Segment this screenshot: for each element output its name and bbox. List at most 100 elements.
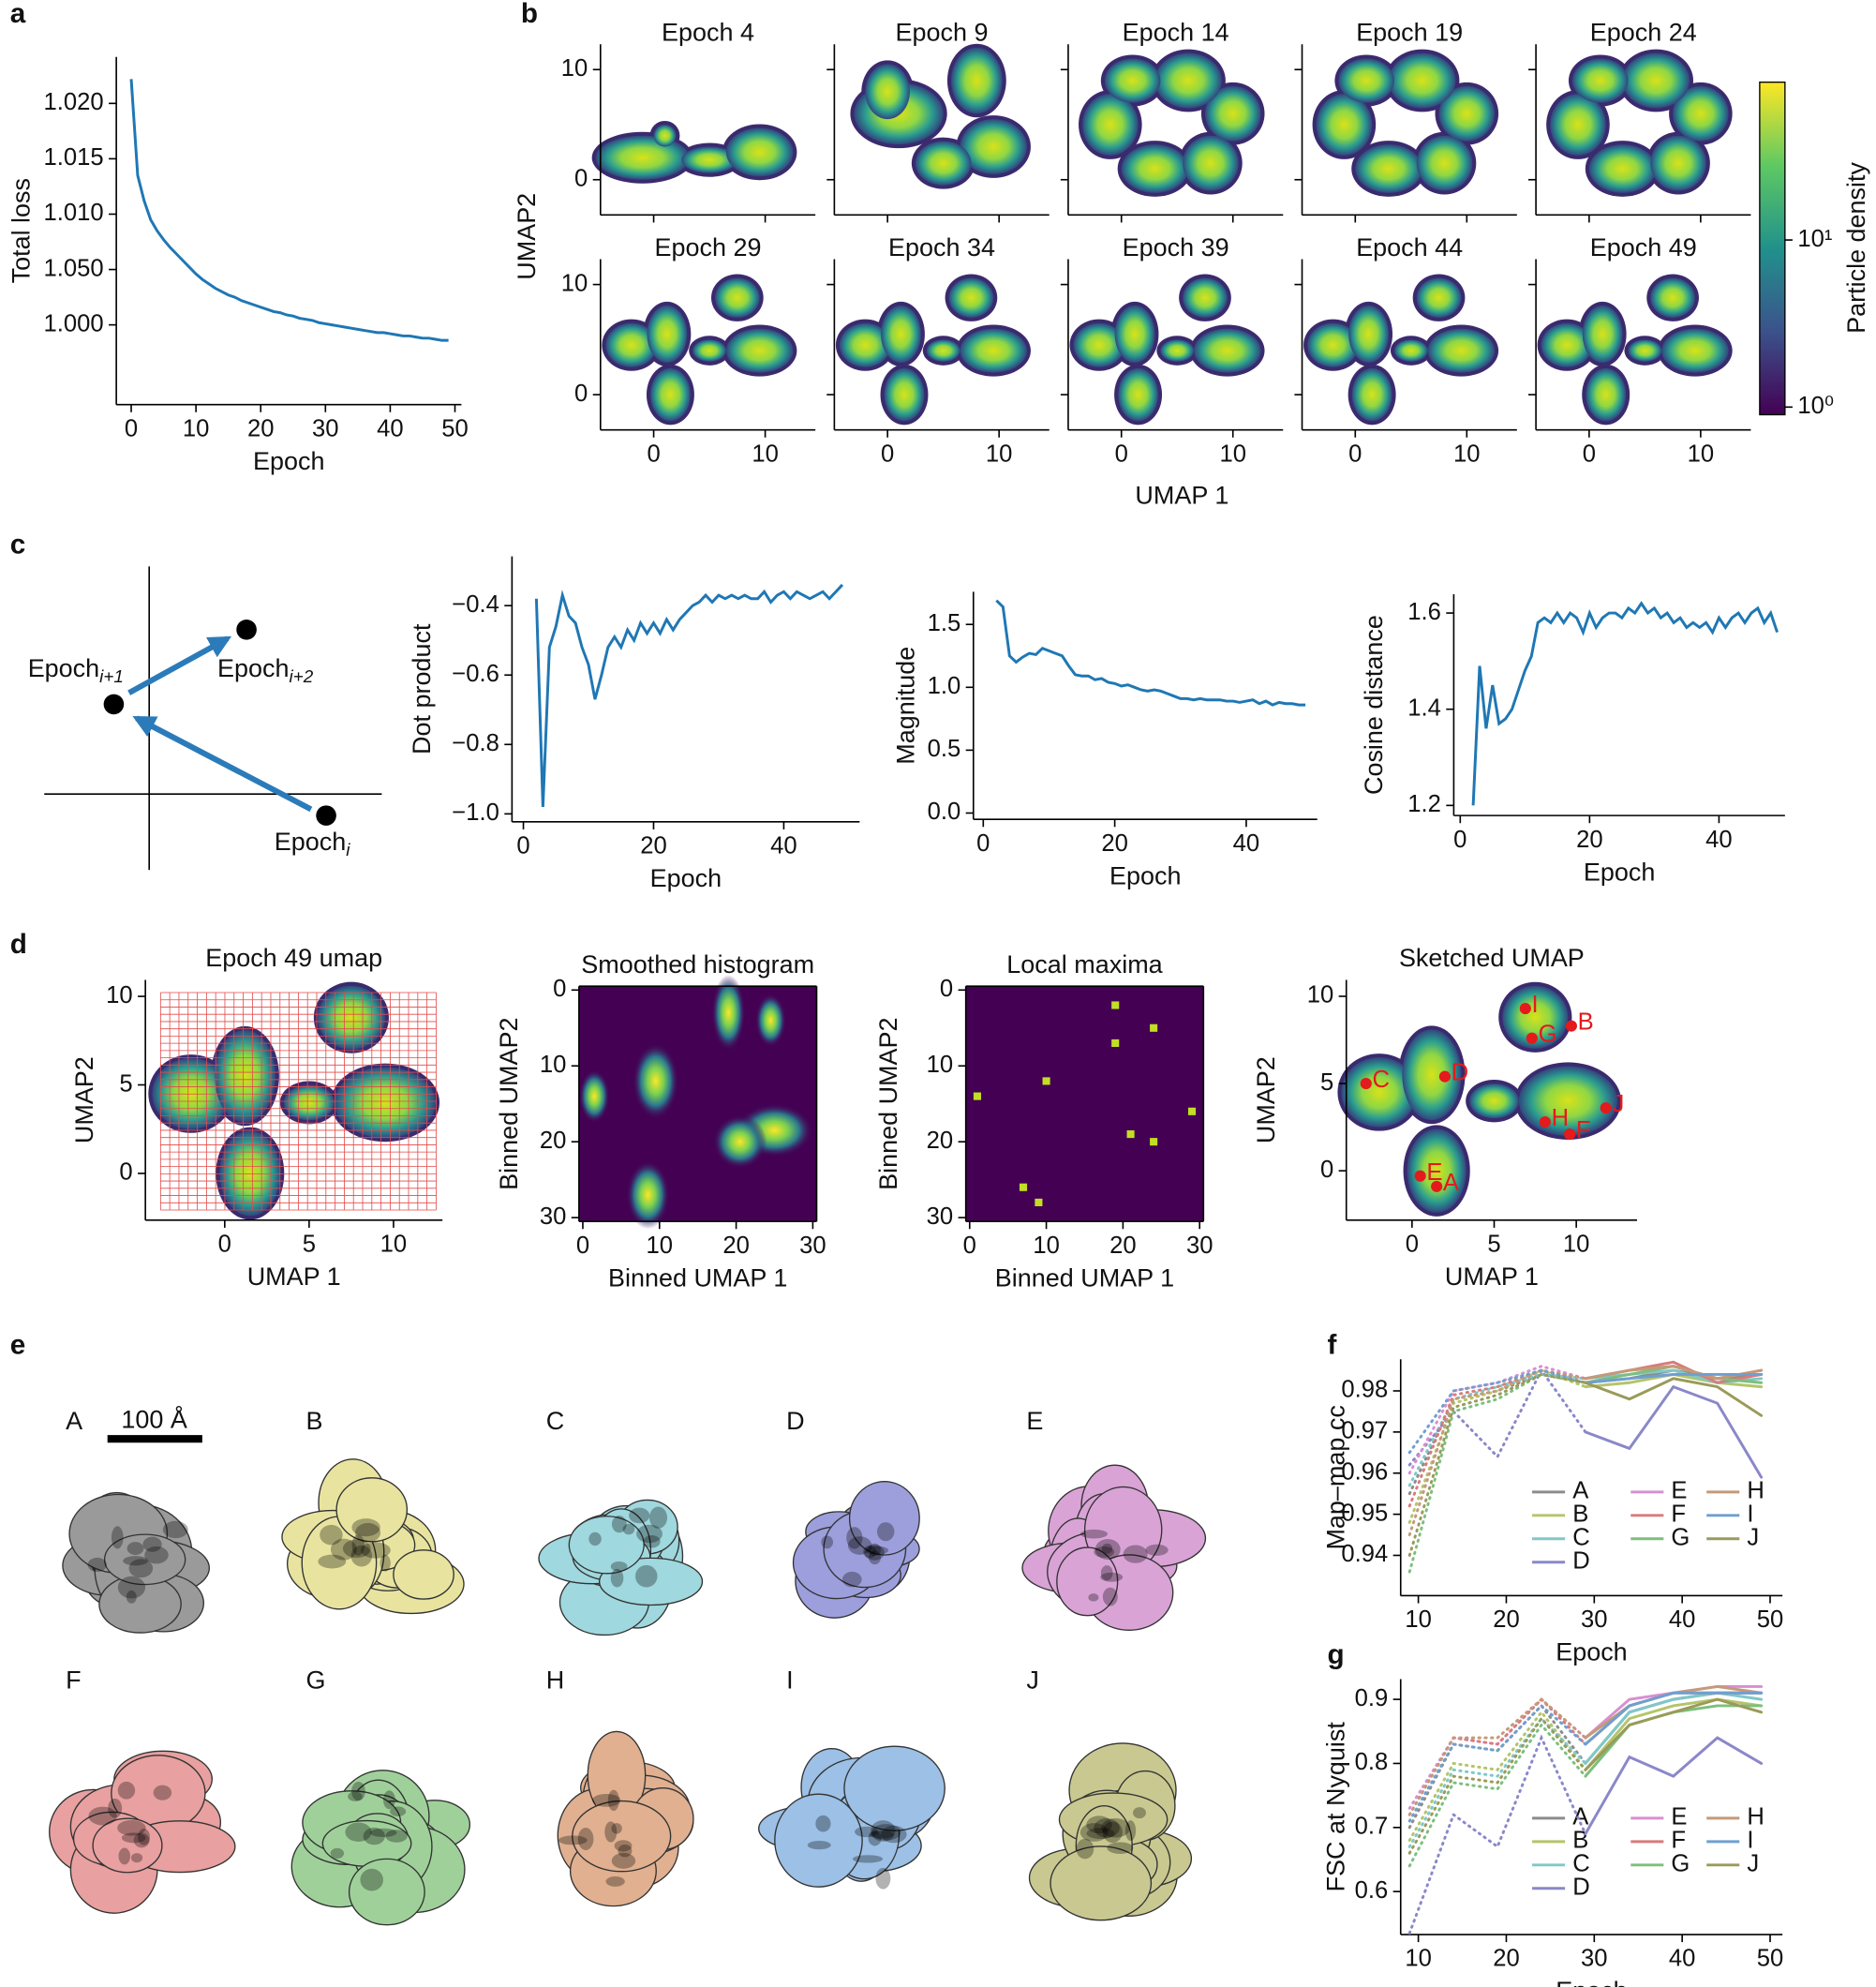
line-solid xyxy=(1584,1384,1764,1479)
line-solid xyxy=(1584,1372,1764,1384)
line-dotted xyxy=(1407,1697,1587,1816)
density-blob xyxy=(1502,985,1569,1049)
line-dotted xyxy=(1407,1703,1587,1823)
map-shadow xyxy=(117,1781,136,1800)
map-shadow xyxy=(558,1835,588,1845)
map-shadow xyxy=(1094,1546,1115,1558)
map-shadow xyxy=(1123,1545,1148,1563)
map-shadow xyxy=(841,1571,862,1588)
epoch-subscript: i+2 xyxy=(290,667,314,687)
scale-label: 100 Å xyxy=(121,1404,186,1433)
y-tick-label: 10 xyxy=(1307,982,1334,1008)
map-shadow xyxy=(610,1568,624,1588)
y-tick-label: 30 xyxy=(540,1203,567,1230)
x-tick-label: 40 xyxy=(1669,1946,1696,1972)
y-tick-label: 10 xyxy=(561,55,588,82)
epoch-label: Epochi+2 xyxy=(217,654,314,687)
x-axis-label: Epoch xyxy=(650,864,722,892)
x-tick-label: 0 xyxy=(576,1233,589,1259)
point-label: G xyxy=(1539,1022,1557,1048)
map-label: G xyxy=(305,1666,325,1694)
point-label: E xyxy=(1426,1159,1442,1186)
x-tick-label: 50 xyxy=(441,415,469,441)
point xyxy=(1565,1020,1577,1032)
map-lobe xyxy=(568,1516,645,1575)
y-tick-label: 1.010 xyxy=(43,200,103,226)
map-shadow xyxy=(88,1806,117,1826)
y-axis-label: Binned UMAP2 xyxy=(874,1018,902,1190)
point xyxy=(1042,1077,1050,1085)
point-label: D xyxy=(1452,1060,1469,1086)
point-label: I xyxy=(1532,992,1539,1018)
map-lobe xyxy=(92,1817,163,1874)
x-tick-label: 20 xyxy=(640,833,667,859)
map-shadow xyxy=(614,1840,633,1852)
x-tick-label: 20 xyxy=(1493,1946,1520,1972)
density-blob xyxy=(1588,144,1657,193)
y-tick-label: 1.6 xyxy=(1407,599,1441,625)
map-shadow xyxy=(869,1550,882,1565)
x-tick-label: 40 xyxy=(377,415,404,441)
x-tick-label: 0 xyxy=(218,1232,231,1258)
x-tick-label: 30 xyxy=(1581,1946,1608,1972)
colorbar-tick-label: 10⁰ xyxy=(1797,393,1834,419)
density-blob xyxy=(1121,144,1189,193)
map-shadow xyxy=(363,1827,385,1845)
y-tick-label: −1.0 xyxy=(452,799,499,826)
line-dotted xyxy=(1407,1372,1587,1574)
x-axis-label: Epoch xyxy=(1584,858,1655,886)
panel-title: Epoch 29 xyxy=(654,233,761,261)
density-blob xyxy=(1628,339,1662,362)
x-tick-label: 20 xyxy=(1576,827,1603,853)
y-tick-label: 0 xyxy=(574,166,588,192)
map-shadow xyxy=(1145,1544,1169,1556)
x-tick-label: 40 xyxy=(770,833,797,859)
density-blob xyxy=(755,994,786,1047)
panel-title: Epoch 4 xyxy=(662,19,754,47)
legend-label: I xyxy=(1747,1501,1753,1528)
line-dotted xyxy=(1407,1696,1587,1816)
map-shadow xyxy=(622,1523,635,1535)
density-blob xyxy=(1118,367,1158,422)
line-dotted xyxy=(1407,1368,1587,1455)
density-blob xyxy=(283,1084,335,1121)
x-axis-label: Binned UMAP 1 xyxy=(995,1263,1174,1292)
x-tick-label: 10 xyxy=(1219,441,1246,467)
x-tick-label: 0 xyxy=(963,1233,976,1259)
density-blob xyxy=(1073,322,1125,367)
map-shadow xyxy=(1102,1587,1118,1606)
x-tick-label: 10 xyxy=(380,1232,408,1258)
y-tick-label: 5 xyxy=(119,1070,132,1097)
density-blob xyxy=(948,277,994,318)
y-axis-label: UMAP2 xyxy=(70,1056,98,1143)
density-blob xyxy=(1388,52,1456,109)
density-blob xyxy=(884,367,925,422)
x-tick-label: 10 xyxy=(1563,1232,1590,1258)
point-label: H xyxy=(1552,1105,1570,1131)
epoch-subscript: i xyxy=(346,841,350,860)
point-label: J xyxy=(1612,1091,1624,1117)
y-tick-label: 0.9 xyxy=(1355,1685,1389,1711)
density-blob xyxy=(1204,85,1261,142)
line-dotted xyxy=(1407,1716,1587,1848)
map-shadow xyxy=(855,1826,879,1838)
map-shadow xyxy=(108,1798,123,1818)
density-blob xyxy=(715,277,760,318)
density-blob xyxy=(915,141,972,186)
map-shadow xyxy=(350,1545,373,1567)
map-shadow xyxy=(1102,1821,1123,1844)
map-shadow xyxy=(846,1527,863,1549)
map-shadow xyxy=(1100,1565,1113,1581)
map-shadow xyxy=(121,1832,146,1844)
x-tick-label: 0 xyxy=(1406,1232,1419,1258)
x-axis-label: Binned UMAP 1 xyxy=(608,1263,787,1292)
y-tick-label: −0.8 xyxy=(452,730,499,756)
y-tick-label: 1.050 xyxy=(43,255,103,281)
legend-label: D xyxy=(1572,1547,1590,1574)
x-tick-label: 0 xyxy=(1348,441,1362,467)
y-tick-label: 0 xyxy=(574,381,588,407)
map-shadow xyxy=(821,1535,834,1549)
map-shadow xyxy=(635,1564,658,1588)
epoch-name: Epoch xyxy=(275,828,346,856)
